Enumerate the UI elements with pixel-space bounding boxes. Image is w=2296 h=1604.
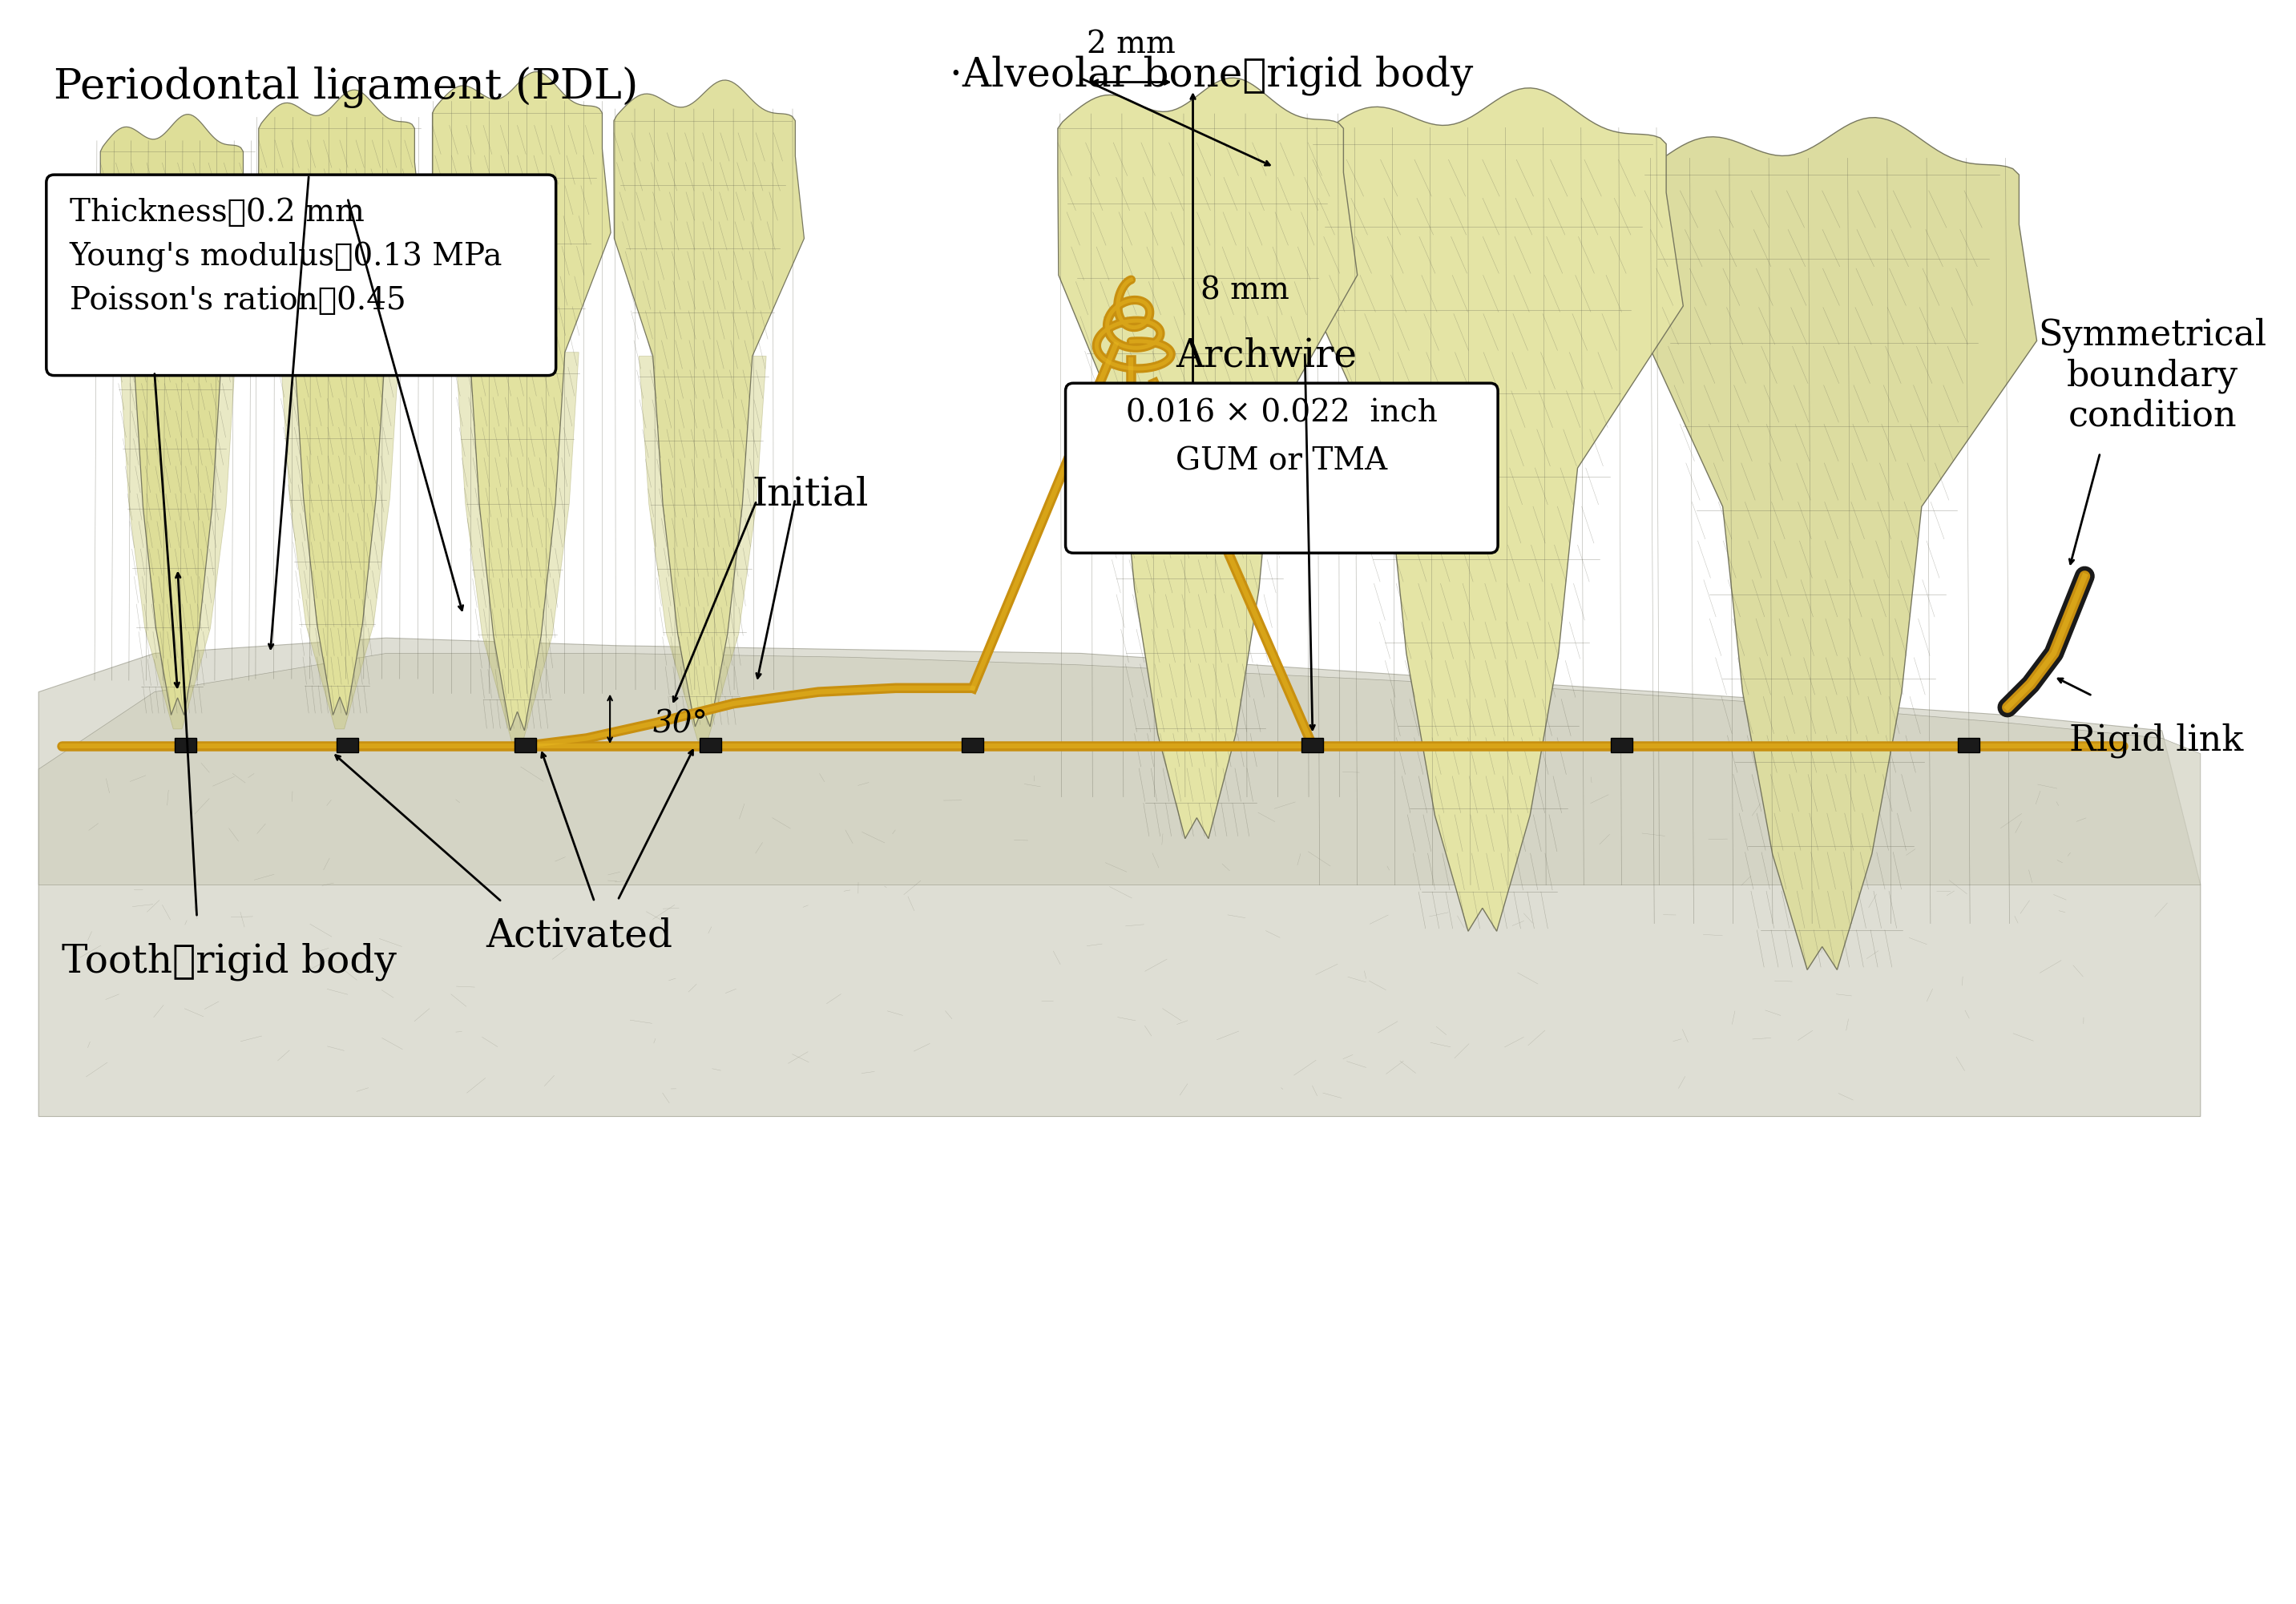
FancyBboxPatch shape	[1065, 383, 1497, 553]
Polygon shape	[1644, 117, 2037, 970]
Polygon shape	[1313, 88, 1683, 932]
Text: Archwire: Archwire	[1176, 337, 1357, 374]
Polygon shape	[257, 90, 422, 715]
Text: ·Alveolar bone：rigid body: ·Alveolar bone：rigid body	[951, 55, 1474, 95]
Polygon shape	[39, 653, 2200, 885]
Text: Symmetrical
boundary
condition: Symmetrical boundary condition	[2039, 318, 2266, 433]
Bar	[1958, 738, 1979, 752]
Polygon shape	[613, 80, 804, 727]
Polygon shape	[99, 114, 250, 715]
Text: Initial: Initial	[753, 476, 868, 513]
Text: Rigid link: Rigid link	[2069, 723, 2243, 757]
Bar	[174, 738, 195, 752]
Text: Periodontal ligament (PDL): Periodontal ligament (PDL)	[55, 67, 638, 109]
Text: 2 mm: 2 mm	[1086, 29, 1176, 59]
Text: 8 mm: 8 mm	[1201, 276, 1290, 305]
Bar	[1609, 738, 1632, 752]
Polygon shape	[39, 638, 2200, 1116]
Text: 0.016 × 0.022  inch
GUM or TMA: 0.016 × 0.022 inch GUM or TMA	[1125, 399, 1437, 476]
Polygon shape	[1058, 79, 1357, 839]
Text: Thickness：0.2 mm
Young's modulus：0.13 MPa
Poisson's ration：0.45: Thickness：0.2 mm Young's modulus：0.13 MP…	[69, 197, 503, 316]
Polygon shape	[457, 353, 579, 744]
Polygon shape	[432, 72, 611, 730]
Bar	[962, 738, 983, 752]
Bar	[514, 738, 535, 752]
Polygon shape	[119, 367, 234, 728]
Polygon shape	[280, 353, 400, 728]
Text: Activated: Activated	[487, 917, 673, 954]
Bar	[1302, 738, 1322, 752]
Text: Tooth：rigid body: Tooth：rigid body	[62, 943, 397, 982]
Bar	[338, 738, 358, 752]
FancyBboxPatch shape	[46, 175, 556, 375]
Polygon shape	[638, 356, 767, 741]
Text: 30°: 30°	[652, 709, 707, 739]
Bar	[700, 738, 721, 752]
